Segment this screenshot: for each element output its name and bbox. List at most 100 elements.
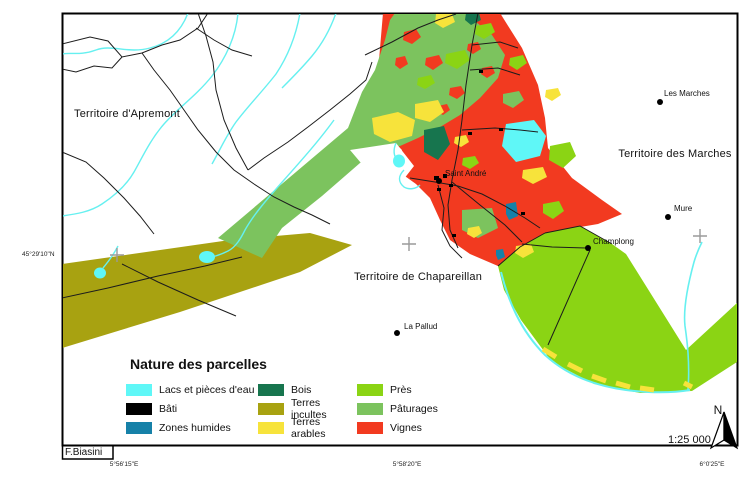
boundary	[497, 232, 546, 267]
road	[409, 177, 541, 229]
road	[547, 249, 591, 346]
zone-humide	[496, 249, 505, 260]
lake	[94, 267, 106, 279]
graticule-cross	[693, 229, 707, 243]
legend-swatch-lacs	[126, 383, 152, 396]
parcel-patch	[445, 50, 470, 69]
place-label-les-marches: Les Marches	[664, 89, 710, 98]
parcel-strip	[591, 373, 607, 384]
place-label-la-pallud: La Pallud	[404, 322, 438, 331]
bati-blobs	[434, 70, 525, 237]
parcel-patch	[467, 226, 482, 238]
river	[500, 271, 691, 394]
legend-item-pres: Près	[357, 380, 449, 399]
parcel-patch	[545, 88, 561, 101]
stream	[63, 14, 189, 55]
road	[521, 243, 587, 249]
legend-item-bois: Bois	[258, 380, 357, 399]
latitude-label: 45°29'10"N	[22, 251, 55, 258]
longitude-label-1: 5°56'15"E	[109, 461, 139, 468]
road	[63, 151, 155, 235]
stream	[281, 14, 337, 89]
legend-swatch-terres-incultes	[258, 402, 284, 415]
legend-item-terres-incultes: Terres incultes	[258, 397, 357, 421]
stream	[211, 119, 335, 258]
zones-humides	[496, 202, 518, 260]
parcel-patch	[395, 56, 408, 69]
parcel-patch	[509, 55, 527, 70]
parcel-patch	[372, 112, 415, 142]
place-label-mure: Mure	[674, 204, 693, 213]
road	[437, 184, 463, 259]
bati	[468, 132, 472, 135]
parcel-patch	[503, 91, 524, 108]
parcel-patch	[417, 75, 435, 89]
road	[471, 41, 519, 49]
roads	[63, 14, 613, 346]
territory-label-apremont: Territoire d'Apremont	[74, 108, 180, 120]
lake	[199, 251, 215, 263]
parcel-strip	[566, 361, 584, 374]
stream	[211, 14, 301, 165]
parcel-patch	[435, 14, 455, 28]
graticule-cross	[402, 237, 416, 251]
parcel-strip	[682, 380, 694, 390]
longitude-label-3: 6°0'25"E	[699, 461, 725, 468]
road	[469, 67, 521, 76]
town-dot-la-pallud	[394, 330, 400, 336]
road	[195, 27, 253, 57]
zone-humide	[506, 202, 518, 220]
legend-item-terres-arables: Terres arables	[258, 416, 357, 440]
road	[461, 127, 539, 133]
bati	[499, 128, 503, 131]
legend-swatch-pres	[357, 383, 383, 396]
lake	[502, 120, 546, 162]
parcel-patch	[549, 142, 576, 168]
bati	[437, 188, 441, 191]
legend-item-paturages: Pâturages	[357, 399, 449, 418]
parcel-patches-pres	[417, 23, 576, 219]
legend-swatch-bati	[126, 402, 152, 415]
parcel-patch	[475, 23, 495, 39]
road	[247, 61, 373, 171]
legend: Nature des parcelles Lacs et pièces d'ea…	[126, 356, 449, 440]
parcel-patch	[425, 55, 443, 70]
author-credit: F.Biasini	[65, 447, 103, 458]
stream	[63, 14, 239, 217]
legend-swatch-vignes	[357, 421, 383, 434]
legend-item-lacs: Lacs et pièces d'eau	[126, 380, 258, 399]
boundary	[544, 225, 613, 245]
legend-swatch-paturages	[357, 402, 383, 415]
region-paturages	[218, 14, 505, 258]
parcel-patch	[454, 135, 469, 147]
territory-label-des-marches: Territoire des Marches	[618, 148, 732, 160]
road	[141, 52, 331, 225]
legend-item-vignes: Vignes	[357, 418, 449, 437]
place-label-saint-andre: Saint André	[445, 169, 487, 178]
road	[447, 14, 479, 249]
lakes	[94, 120, 546, 279]
author-box	[61, 445, 114, 460]
bati	[521, 212, 525, 215]
bati	[434, 176, 439, 180]
road	[364, 14, 457, 56]
parcel-patch	[424, 126, 450, 160]
bati	[479, 70, 483, 73]
town-dot-les-marches	[657, 99, 663, 105]
north-label: N	[713, 403, 723, 417]
legend-item-bati: Bâti	[126, 399, 258, 418]
legend-grid: Lacs et pièces d'eau Bâti Zones humides …	[126, 380, 449, 440]
town-dot-champlong	[585, 245, 591, 251]
graticule-cross	[110, 248, 124, 262]
place-label-champlong: Champlong	[593, 237, 634, 246]
parcel-patch	[415, 100, 444, 122]
parcel-patch	[403, 29, 421, 44]
parcel-patch	[462, 156, 479, 169]
stream	[398, 169, 421, 190]
road	[63, 56, 123, 73]
town-dot-mure	[665, 214, 671, 220]
graticule-crosses	[110, 229, 707, 262]
parcel-patch	[543, 201, 564, 219]
